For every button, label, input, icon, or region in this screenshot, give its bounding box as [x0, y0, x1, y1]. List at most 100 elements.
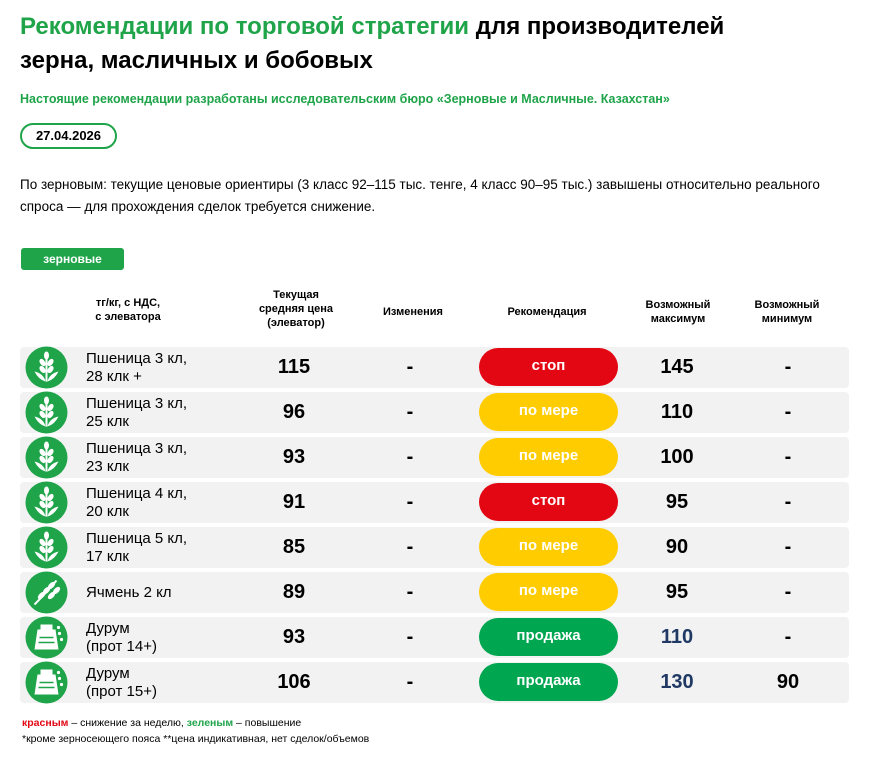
- row-name-line: Дурум: [86, 620, 130, 637]
- row-name-line: Пшеница 3 кл,: [86, 395, 188, 412]
- recommendation: по мере: [479, 573, 618, 611]
- recommendation: по мере: [479, 393, 618, 431]
- min: -: [784, 536, 792, 558]
- price: 89: [282, 581, 306, 603]
- change: -: [406, 626, 414, 648]
- max: 95: [665, 581, 689, 603]
- legend-part: красным: [22, 717, 69, 729]
- change: -: [406, 446, 414, 468]
- icon: [25, 571, 68, 614]
- row-name-line: 20 клк: [86, 503, 129, 520]
- row-name-line: 25 клк: [86, 413, 129, 430]
- row-name-line: Ячмень 2 кл: [86, 584, 172, 601]
- change: -: [406, 356, 414, 378]
- row-name-line: Пшеница 3 кл,: [86, 440, 188, 457]
- intro-text: По зерновым: текущие ценовые ориентиры (…: [20, 177, 820, 214]
- max: 145: [660, 356, 694, 378]
- row-background: [20, 482, 849, 523]
- max: 110: [660, 626, 694, 648]
- section-tag: зерновые: [21, 248, 124, 270]
- min: 90: [776, 671, 800, 693]
- row-icon: [25, 391, 68, 434]
- min: -: [784, 581, 792, 603]
- row-icon: [25, 616, 68, 659]
- column-header-line: Рекомендация: [507, 306, 587, 318]
- row-name-line: Пшеница 3 кл,: [86, 350, 188, 367]
- legend-part: – повышение: [233, 717, 302, 729]
- column-header: тг/кг, с НДС, с элеватора: [95, 296, 160, 324]
- row-icon: [25, 571, 68, 614]
- price: 93: [282, 626, 306, 648]
- row-icon: [25, 436, 68, 479]
- row-name: Пшеница 3 кл, 25 клк: [86, 395, 187, 431]
- change: -: [406, 536, 414, 558]
- min: -: [784, 626, 792, 648]
- max: 100: [660, 446, 694, 468]
- recommendation: продажа: [479, 663, 618, 701]
- recommendation: по мере: [479, 528, 618, 566]
- legend-part: зеленым: [186, 717, 234, 729]
- max: 110: [660, 401, 694, 423]
- row-name-line: 17 клк: [86, 548, 129, 565]
- row-background: [20, 572, 849, 613]
- date-badge: 27.04.2026: [20, 123, 117, 149]
- row-icon: [25, 526, 68, 569]
- min: -: [784, 356, 792, 378]
- column-header-line: с элеватора: [95, 311, 161, 323]
- row-background: [20, 527, 849, 568]
- column-header-line: Изменения: [383, 306, 443, 318]
- change: -: [406, 401, 414, 423]
- recommendation: продажа: [479, 618, 618, 656]
- row-background: [20, 662, 849, 703]
- column-header-line: максимум: [650, 313, 706, 325]
- column-header-line: тг/кг, с НДС,: [95, 297, 161, 309]
- icon: [25, 436, 68, 479]
- column-header-line: Возможный: [645, 299, 711, 311]
- icon: [25, 616, 68, 659]
- note: *кроме зерносеющего пояса **цена индикат…: [22, 733, 370, 745]
- max: 90: [665, 536, 689, 558]
- column-header-line: (элеватор): [267, 317, 325, 329]
- recommendation: стоп: [479, 483, 618, 521]
- column-header: Возможный максимум: [646, 298, 711, 326]
- legend: красным – снижение за неделю, зеленым – …: [22, 717, 301, 729]
- column-header: Рекомендация: [507, 305, 586, 319]
- change: -: [406, 581, 414, 603]
- row-name-line: Пшеница 5 кл,: [86, 530, 188, 547]
- min: -: [784, 401, 792, 423]
- max: 130: [660, 671, 694, 693]
- price: 85: [282, 536, 306, 558]
- row-background: [20, 347, 849, 388]
- column-header-line: минимум: [761, 313, 813, 325]
- column-header: Возможный минимум: [755, 298, 820, 326]
- column-header-line: Возможный: [754, 299, 820, 311]
- icon: [25, 391, 68, 434]
- subtitle: Настоящие рекомендации разработаны иссле…: [20, 92, 670, 106]
- row-name: Дурум (прот 15+): [86, 665, 157, 701]
- row-name: Пшеница 4 кл, 20 клк: [86, 485, 187, 521]
- price: 115: [277, 356, 311, 378]
- column-header-line: средняя цена: [258, 303, 334, 315]
- price: 91: [282, 491, 306, 513]
- recommendation: по мере: [479, 438, 618, 476]
- row-name: Пшеница 3 кл, 28 клк +: [86, 350, 187, 386]
- row-name-line: (прот 14+): [86, 638, 157, 655]
- price: 106: [277, 671, 311, 693]
- title-rest: для производителей зерна, масличных и бо…: [20, 13, 725, 74]
- row-icon: [25, 346, 68, 389]
- icon: [25, 481, 68, 524]
- column-header-line: Текущая: [273, 289, 319, 301]
- price: 93: [282, 446, 306, 468]
- row-name-line: (прот 15+): [86, 683, 157, 700]
- legend-part: – снижение за неделю,: [68, 717, 187, 729]
- price: 96: [282, 401, 306, 423]
- change: -: [406, 671, 414, 693]
- row-name: Дурум (прот 14+): [86, 620, 157, 656]
- title: Рекомендации по торговой стратегии для п…: [20, 10, 780, 78]
- min: -: [784, 491, 792, 513]
- row-name-line: Пшеница 4 кл,: [86, 485, 188, 502]
- icon: [25, 661, 68, 704]
- recommendation: стоп: [479, 348, 618, 386]
- row-icon: [25, 661, 68, 704]
- icon: [25, 346, 68, 389]
